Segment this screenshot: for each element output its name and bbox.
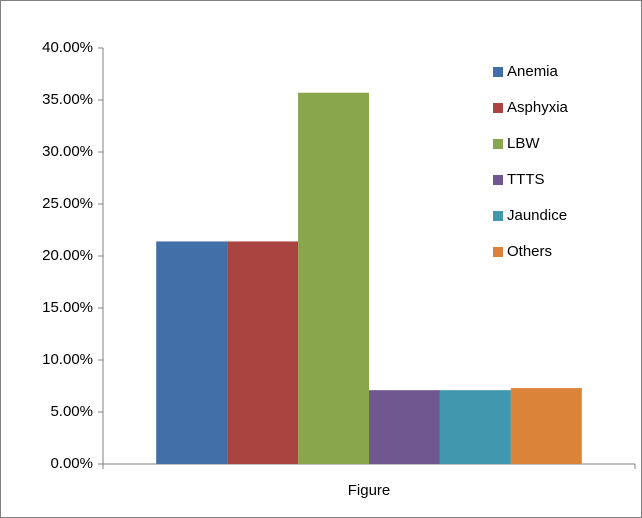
legend-swatch bbox=[493, 139, 503, 149]
legend-swatch bbox=[493, 67, 503, 77]
legend-label: Anemia bbox=[507, 63, 559, 80]
y-tick-label: 0.00% bbox=[50, 455, 93, 472]
y-tick-label: 35.00% bbox=[42, 91, 93, 108]
legend-label: LBW bbox=[507, 135, 540, 152]
legend-swatch bbox=[493, 175, 503, 185]
legend-label: Jaundice bbox=[507, 207, 567, 224]
x-tick-label: Figure bbox=[348, 482, 391, 499]
bar bbox=[298, 92, 369, 464]
bar bbox=[227, 241, 299, 464]
y-tick-label: 25.00% bbox=[42, 195, 93, 212]
y-tick-label: 30.00% bbox=[42, 143, 93, 160]
y-tick-label: 40.00% bbox=[42, 39, 93, 56]
y-tick-label: 15.00% bbox=[42, 299, 93, 316]
y-tick-label: 10.00% bbox=[42, 351, 93, 368]
y-tick-label: 5.00% bbox=[50, 403, 93, 420]
bar bbox=[439, 390, 511, 464]
legend-swatch bbox=[493, 247, 503, 257]
legend-label: TTTS bbox=[507, 171, 545, 188]
y-tick-label: 20.00% bbox=[42, 247, 93, 264]
bar bbox=[156, 241, 228, 464]
bar bbox=[369, 390, 440, 464]
legend-label: Others bbox=[507, 243, 552, 260]
legend-label: Asphyxia bbox=[507, 99, 569, 116]
legend-swatch bbox=[493, 103, 503, 113]
bar bbox=[510, 388, 582, 464]
legend-swatch bbox=[493, 211, 503, 221]
